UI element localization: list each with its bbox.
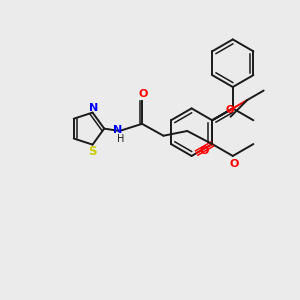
Text: N: N xyxy=(113,125,122,135)
Text: S: S xyxy=(88,145,97,158)
Text: O: O xyxy=(225,105,234,115)
Text: O: O xyxy=(199,146,208,156)
Text: H: H xyxy=(117,134,124,144)
Text: O: O xyxy=(138,89,148,99)
Text: N: N xyxy=(89,103,98,112)
Text: O: O xyxy=(229,159,239,169)
